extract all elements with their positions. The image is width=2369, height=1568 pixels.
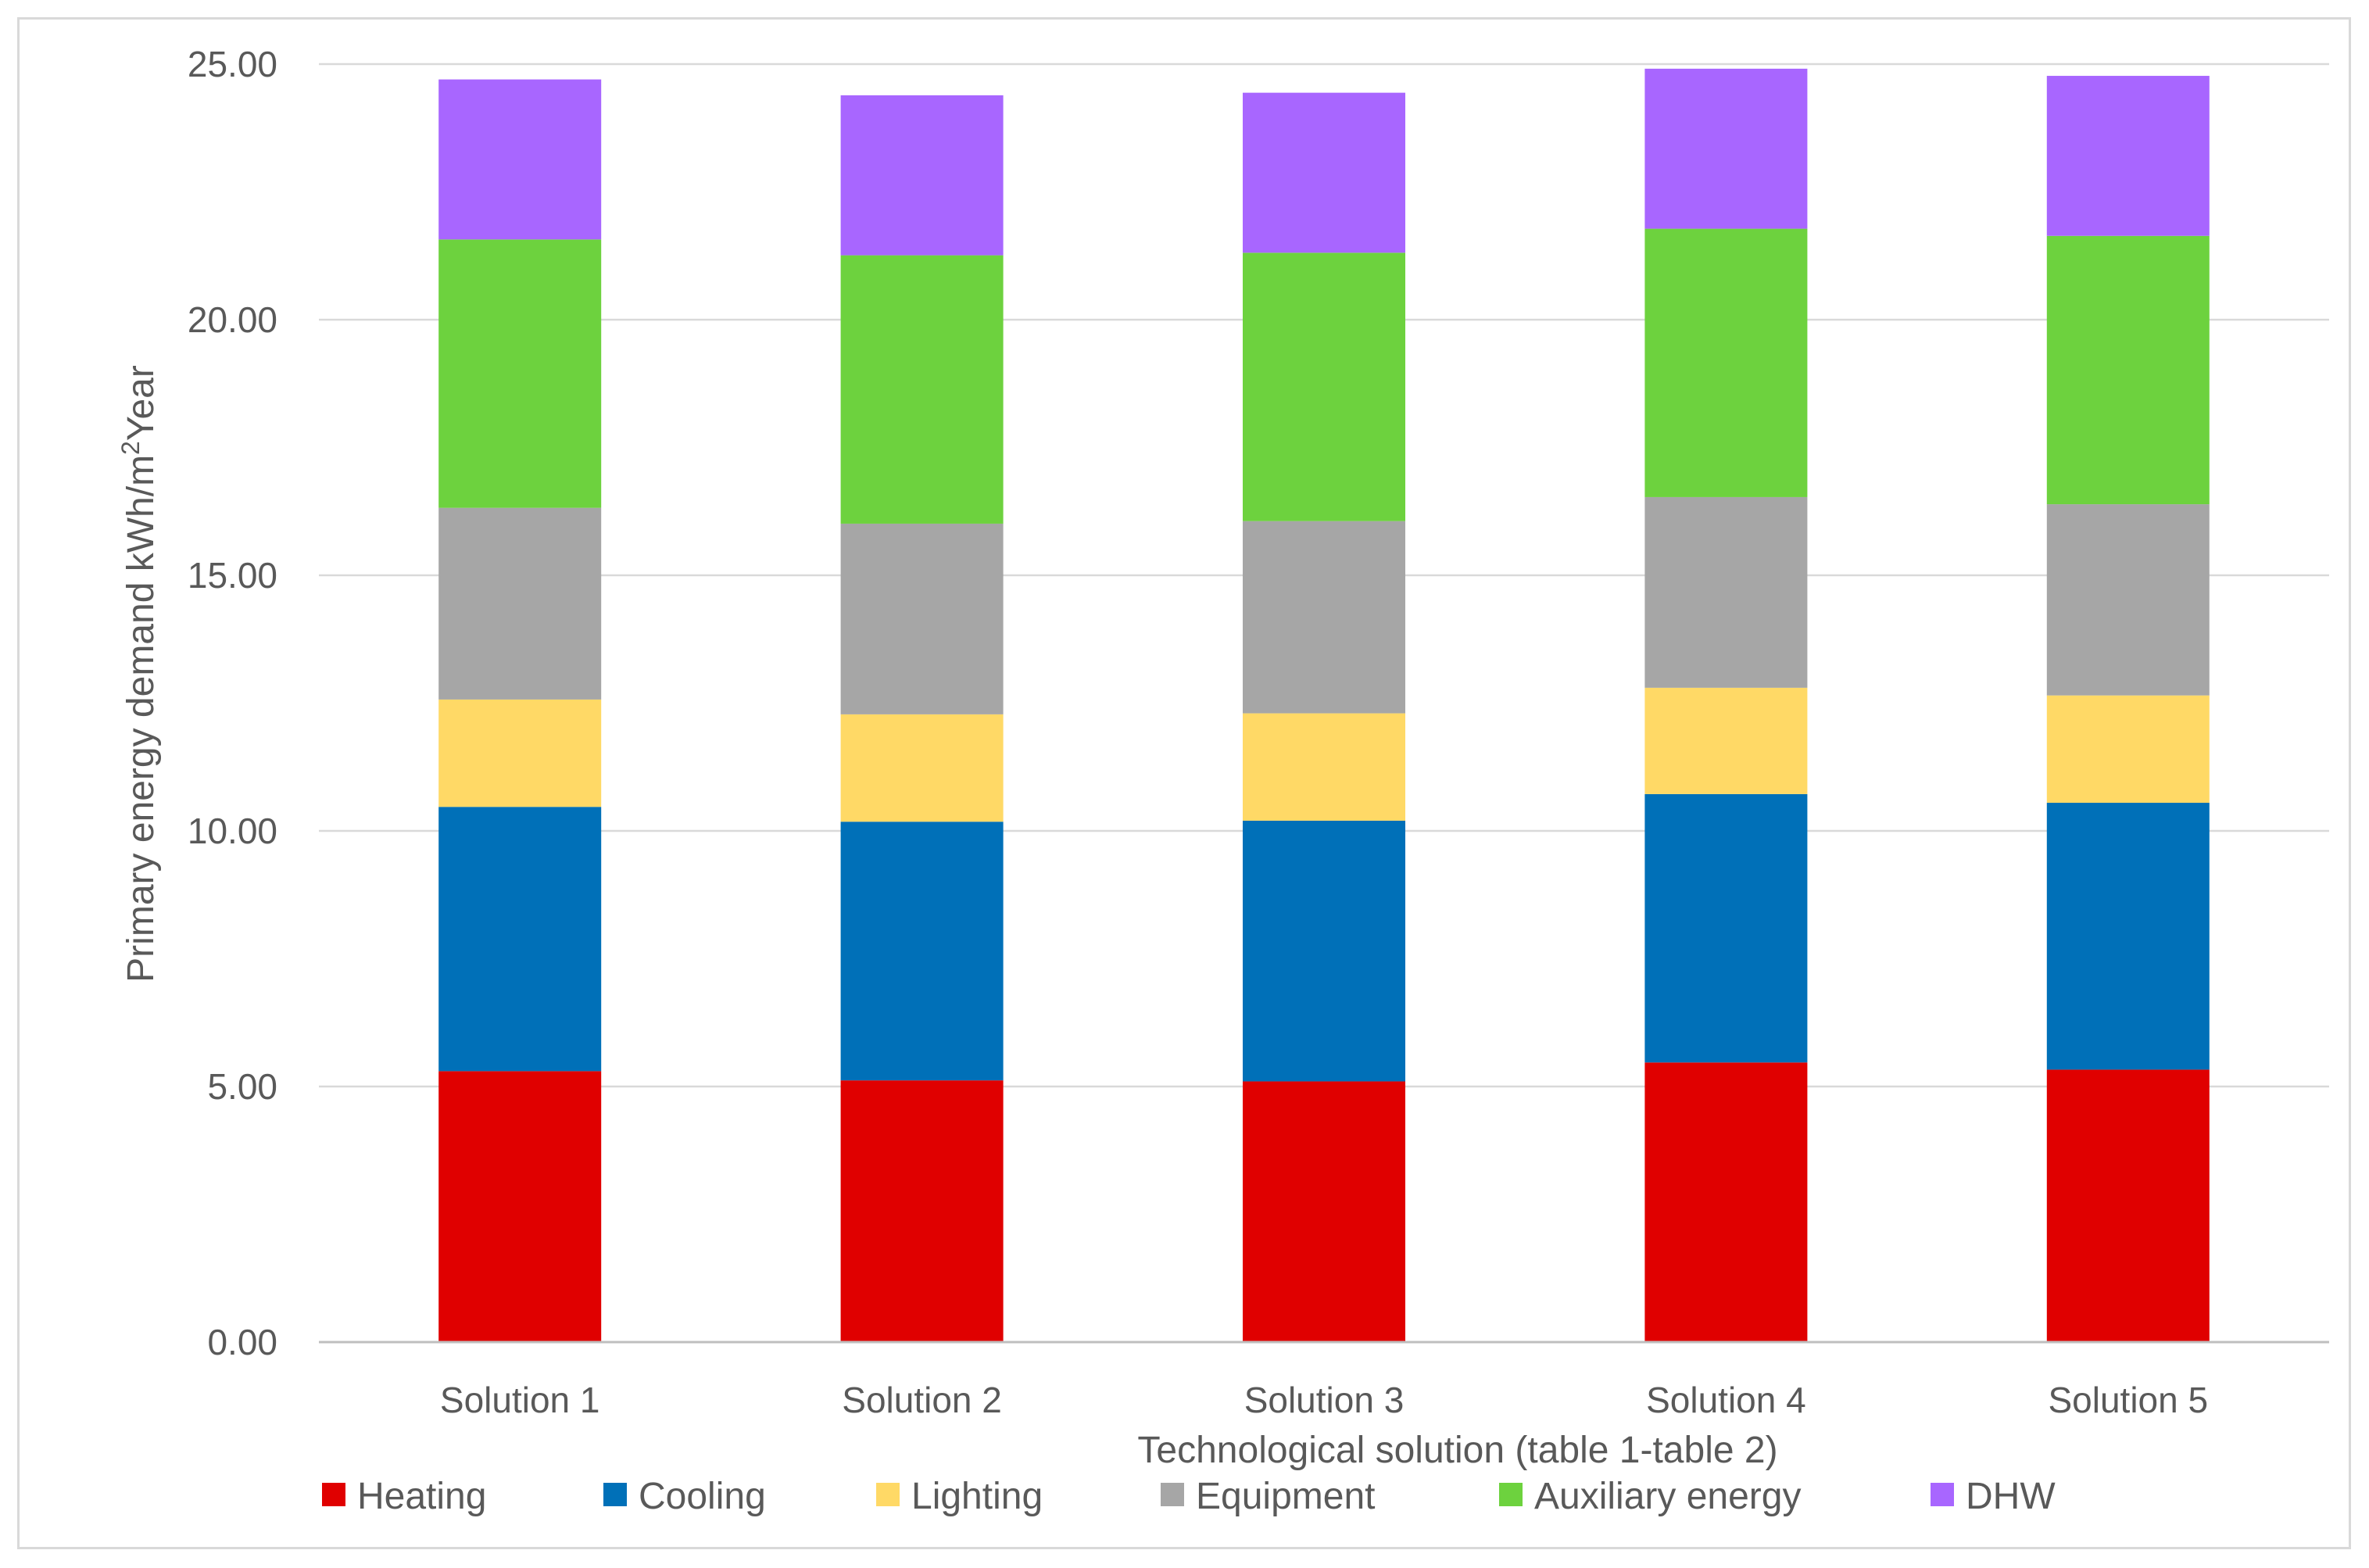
legend-label: Cooling bbox=[639, 1476, 766, 1517]
bar-segment bbox=[2046, 803, 2210, 1070]
bar-segment bbox=[1644, 1062, 1808, 1342]
x-tick-label: Solution 1 bbox=[440, 1380, 600, 1420]
legend-swatch bbox=[1931, 1483, 1954, 1506]
legend-label: Heating bbox=[357, 1476, 486, 1517]
bar-segment bbox=[438, 239, 602, 508]
y-tick-label: 15.00 bbox=[188, 555, 277, 596]
bar-segment bbox=[1243, 92, 1405, 253]
bar-segment bbox=[840, 822, 1004, 1081]
bar-segment bbox=[840, 523, 1004, 714]
legend-label: Lighting bbox=[911, 1476, 1043, 1517]
bar-segment bbox=[840, 255, 1004, 524]
bar-segment bbox=[2046, 504, 2210, 696]
legend-label: DHW bbox=[1966, 1476, 2056, 1517]
legend-label: Auxiliary energy bbox=[1534, 1476, 1801, 1517]
y-tick-label: 5.00 bbox=[207, 1066, 277, 1107]
y-tick-labels: 0.00 5.00 10.00 15.00 20.00 25.00 bbox=[188, 44, 277, 1362]
bar-segment bbox=[1644, 793, 1808, 1063]
bar-segment bbox=[1243, 252, 1405, 521]
bar-segment bbox=[2046, 1069, 2210, 1342]
y-axis-title-sup: 2 bbox=[116, 441, 145, 455]
bar-segment bbox=[1644, 687, 1808, 794]
bar-segment bbox=[1243, 713, 1405, 821]
bars bbox=[438, 68, 2210, 1342]
bar-segment bbox=[840, 714, 1004, 822]
bar-segment bbox=[1644, 496, 1808, 688]
bar-segment bbox=[1243, 521, 1405, 714]
y-tick-label: 10.00 bbox=[188, 811, 277, 851]
bar-segment bbox=[840, 1080, 1004, 1342]
x-tick-label: Solution 3 bbox=[1244, 1380, 1405, 1420]
bar-segment bbox=[438, 1071, 602, 1342]
bar-segment bbox=[2046, 235, 2210, 505]
legend-swatch bbox=[603, 1483, 627, 1506]
x-tick-label: Solution 5 bbox=[2048, 1380, 2208, 1420]
bar-segment bbox=[1243, 820, 1405, 1082]
bar-segment bbox=[2046, 76, 2210, 236]
bar-segment bbox=[438, 807, 602, 1072]
bar-segment bbox=[438, 699, 602, 807]
x-tick-label: Solution 4 bbox=[1646, 1380, 1806, 1420]
bar-segment bbox=[1243, 1081, 1405, 1342]
legend-swatch bbox=[1161, 1483, 1184, 1506]
x-tick-label: Solution 2 bbox=[842, 1380, 1002, 1420]
bar-segment bbox=[438, 507, 602, 700]
y-axis-title: Primary energy demand kWh/m2Year bbox=[116, 365, 162, 983]
legend-swatch bbox=[322, 1483, 345, 1506]
x-tick-labels: Solution 1 Solution 2 Solution 3 Solution 4… bbox=[440, 1380, 2208, 1420]
y-tick-label: 0.00 bbox=[207, 1322, 277, 1362]
legend-swatch bbox=[1499, 1483, 1523, 1506]
y-axis-title-tail: Year bbox=[120, 365, 162, 441]
y-axis-title-main: Primary energy demand kWh/m bbox=[120, 455, 162, 983]
y-tick-label: 20.00 bbox=[188, 299, 277, 340]
bar-segment bbox=[1644, 68, 1808, 229]
bar-segment bbox=[1644, 228, 1808, 497]
legend-label: Equipment bbox=[1196, 1476, 1375, 1517]
bar-segment bbox=[840, 95, 1004, 256]
legend: Heating Cooling Lighting Equipment Auxiliary… bbox=[322, 1476, 2056, 1517]
chart-frame bbox=[17, 17, 2351, 1549]
y-tick-label: 25.00 bbox=[188, 44, 277, 84]
bar-segment bbox=[438, 79, 602, 240]
x-axis-title: Technological solution (table 1-table 2) bbox=[1137, 1430, 1777, 1471]
legend-swatch bbox=[876, 1483, 900, 1506]
bar-segment bbox=[2046, 695, 2210, 804]
